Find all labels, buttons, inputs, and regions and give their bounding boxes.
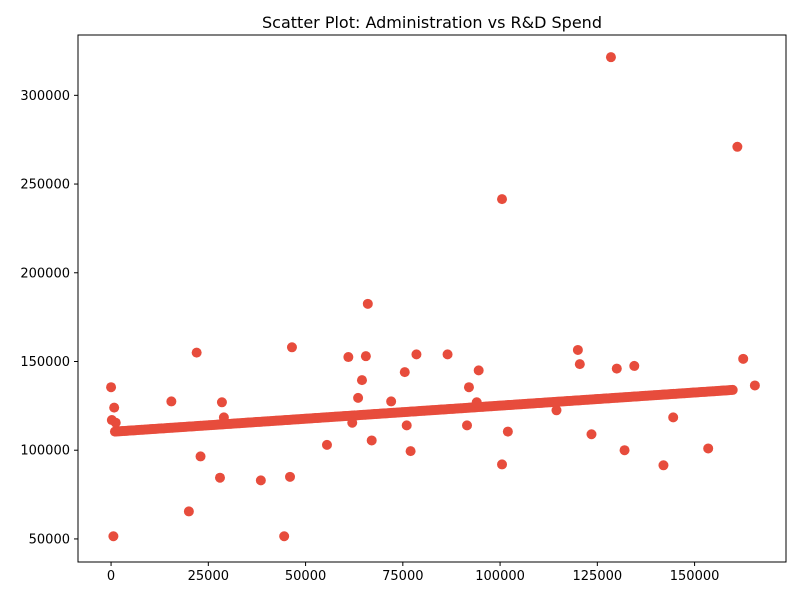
axes-layer: 0 25000 50000 75000 100000 125000 150000 50000 1… [20, 34, 787, 584]
x-tick-label: 0 [107, 569, 115, 584]
data-point [195, 451, 206, 462]
data-point [255, 475, 266, 486]
x-tick-label: 125000 [573, 569, 623, 584]
data-point [353, 392, 364, 403]
data-point [321, 439, 332, 450]
data-point [668, 412, 679, 423]
chart-title: Scatter Plot: Administration vs R&D Spen… [262, 13, 602, 32]
data-point [191, 347, 202, 358]
data-point [586, 429, 597, 440]
data-point [442, 349, 453, 360]
points-layer [106, 52, 760, 542]
data-point [183, 506, 194, 517]
x-tick-label: 50000 [285, 569, 326, 584]
data-point [216, 397, 227, 408]
data-point [732, 141, 743, 152]
plot-frame [77, 34, 787, 563]
data-point [497, 459, 508, 470]
data-point [279, 531, 290, 542]
data-point [360, 351, 371, 362]
data-point [463, 382, 474, 393]
data-point [401, 420, 412, 431]
data-point [106, 382, 117, 393]
data-point [411, 349, 422, 360]
data-point [214, 472, 225, 483]
y-tick-label: 300000 [20, 89, 70, 104]
data-point [629, 360, 640, 371]
data-point [703, 443, 714, 454]
y-tick-label: 250000 [20, 178, 70, 193]
data-point [502, 426, 513, 437]
data-point [108, 531, 119, 542]
data-point [110, 417, 121, 428]
y-tick-label: 100000 [20, 444, 70, 459]
data-point [109, 402, 120, 413]
x-tick-label: 25000 [188, 569, 229, 584]
data-point [285, 471, 296, 482]
data-point [286, 342, 297, 353]
data-point [347, 417, 358, 428]
data-point [218, 412, 229, 423]
data-point [605, 52, 616, 63]
data-point [399, 367, 410, 378]
data-point [574, 359, 585, 370]
data-point [497, 194, 508, 205]
y-tick-label: 150000 [20, 355, 70, 370]
data-point [356, 375, 367, 386]
data-point [386, 396, 397, 407]
data-point [611, 363, 622, 374]
data-point [462, 420, 473, 431]
data-point [366, 435, 377, 446]
data-point [362, 298, 373, 309]
x-tick-label: 150000 [670, 569, 720, 584]
data-point [658, 460, 669, 471]
data-point [405, 446, 416, 457]
trend-point [727, 384, 738, 395]
data-point [343, 352, 354, 363]
data-point [619, 445, 630, 456]
data-point [471, 397, 482, 408]
data-point [572, 344, 583, 355]
x-tick-label: 100000 [475, 569, 525, 584]
y-tick-label: 200000 [20, 266, 70, 281]
y-tick-label: 50000 [29, 532, 70, 547]
data-point [738, 353, 749, 364]
x-tick-label: 75000 [382, 569, 423, 584]
data-point [551, 405, 562, 416]
data-point [166, 396, 177, 407]
data-point [749, 380, 760, 391]
data-point [473, 365, 484, 376]
